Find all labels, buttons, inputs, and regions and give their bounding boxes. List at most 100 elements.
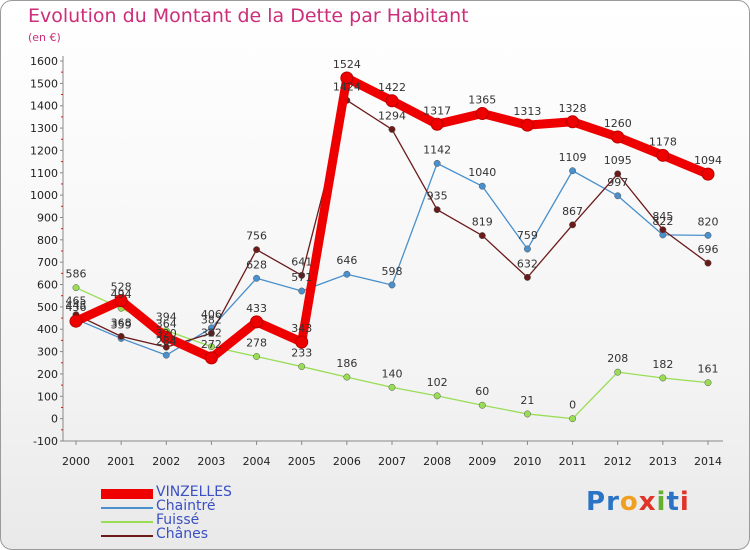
data-label: 60 xyxy=(475,385,489,398)
data-point xyxy=(253,274,261,282)
data-label: 359 xyxy=(111,318,132,331)
x-tick-label: 2001 xyxy=(107,455,135,468)
data-point xyxy=(343,373,351,381)
data-point xyxy=(388,281,396,289)
data-label: 528 xyxy=(111,281,132,294)
legend-label: Fuissé xyxy=(156,512,200,528)
x-tick-label: 2012 xyxy=(604,455,632,468)
data-label: 1294 xyxy=(378,109,406,122)
logo-letter: i xyxy=(679,487,690,517)
data-point xyxy=(614,368,622,376)
y-tick-label: 1100 xyxy=(30,167,58,180)
data-point xyxy=(656,148,670,162)
data-point xyxy=(659,374,667,382)
data-label: 382 xyxy=(201,313,222,326)
legend-swatch xyxy=(101,489,153,499)
x-tick-label: 2002 xyxy=(152,455,180,468)
x-tick-label: 2004 xyxy=(243,455,271,468)
data-label: 233 xyxy=(291,347,312,360)
data-label: 1094 xyxy=(694,154,722,167)
data-label: 641 xyxy=(291,255,312,268)
data-label: 598 xyxy=(382,265,403,278)
data-point xyxy=(298,271,306,279)
data-point xyxy=(704,379,712,387)
data-label: 406 xyxy=(201,308,222,321)
legend-label: Chaintré xyxy=(156,498,216,514)
x-tick-label: 2003 xyxy=(197,455,225,468)
data-point xyxy=(253,246,261,254)
data-label: 820 xyxy=(698,215,719,228)
legend-swatch xyxy=(101,521,153,523)
data-point xyxy=(204,351,218,365)
data-point xyxy=(433,206,441,214)
data-point xyxy=(433,159,441,167)
data-label: 494 xyxy=(111,288,132,301)
data-label: 394 xyxy=(156,311,177,324)
logo-letter: x xyxy=(638,487,657,517)
data-label: 208 xyxy=(607,352,628,365)
data-label: 935 xyxy=(427,190,448,203)
data-label: 436 xyxy=(66,301,87,314)
data-point xyxy=(162,351,170,359)
data-point xyxy=(295,335,309,349)
data-label: 322 xyxy=(201,327,222,340)
data-point xyxy=(117,332,125,340)
data-point xyxy=(569,167,577,175)
data-point xyxy=(388,125,396,133)
y-tick-label: 500 xyxy=(37,301,58,314)
y-tick-label: 600 xyxy=(37,279,58,292)
data-label: 0 xyxy=(569,399,576,412)
data-label: 1365 xyxy=(468,94,496,107)
data-label: 445 xyxy=(66,299,87,312)
x-tick-label: 2010 xyxy=(513,455,541,468)
data-label: 1095 xyxy=(604,154,632,167)
data-point xyxy=(478,401,486,409)
data-point xyxy=(704,259,712,267)
data-label: 1313 xyxy=(513,105,541,118)
data-point xyxy=(523,410,531,418)
data-label: 465 xyxy=(66,295,87,308)
data-point xyxy=(207,329,215,337)
data-label: 845 xyxy=(652,210,673,223)
proxiti-logo: Proxiti xyxy=(586,487,690,517)
x-tick-label: 2006 xyxy=(333,455,361,468)
data-label: 182 xyxy=(652,358,673,371)
data-point xyxy=(430,117,444,131)
data-label: 284 xyxy=(156,335,177,348)
data-point xyxy=(569,415,577,423)
data-label: 102 xyxy=(427,376,448,389)
data-point xyxy=(72,284,80,292)
data-label: 1422 xyxy=(378,81,406,94)
data-point xyxy=(478,182,486,190)
x-tick-label: 2014 xyxy=(694,455,722,468)
logo-letter: t xyxy=(666,487,680,517)
y-tick-label: 100 xyxy=(37,390,58,403)
y-tick-label: 1300 xyxy=(30,122,58,135)
data-point xyxy=(340,71,354,85)
y-tick-label: 1000 xyxy=(30,189,58,202)
logo-letter: i xyxy=(656,487,667,517)
x-tick-label: 2005 xyxy=(288,455,316,468)
data-label: 628 xyxy=(246,258,267,271)
data-label: 997 xyxy=(607,176,628,189)
data-point xyxy=(250,315,264,329)
data-point xyxy=(433,392,441,400)
data-label: 364 xyxy=(156,317,177,330)
data-label: 161 xyxy=(698,363,719,376)
data-label: 272 xyxy=(201,338,222,351)
y-tick-label: 400 xyxy=(37,323,58,336)
x-tick-label: 2007 xyxy=(378,455,406,468)
data-point xyxy=(614,192,622,200)
legend-label: VINZELLES xyxy=(156,484,232,500)
x-tick-label: 2011 xyxy=(559,455,587,468)
data-label: 867 xyxy=(562,205,583,218)
data-label: 1178 xyxy=(649,135,677,148)
y-tick-label: 0 xyxy=(51,413,58,426)
data-point xyxy=(520,118,534,132)
data-label: 632 xyxy=(517,257,538,270)
data-point xyxy=(385,94,399,108)
data-label: 1260 xyxy=(604,117,632,130)
logo-letter: r xyxy=(606,487,620,517)
legend-swatch xyxy=(101,535,153,537)
